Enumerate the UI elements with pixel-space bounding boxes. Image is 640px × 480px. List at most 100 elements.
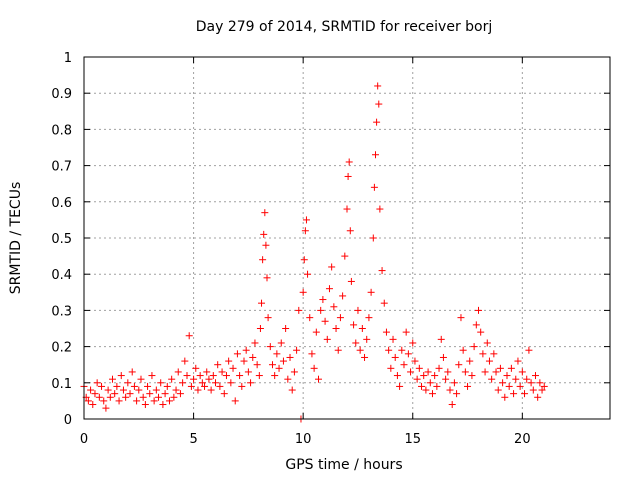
data-point: [323, 335, 331, 343]
data-point: [218, 368, 226, 376]
data-point: [431, 372, 439, 380]
x-tick-label: 20: [514, 432, 531, 447]
data-point: [214, 361, 222, 369]
data-point: [523, 375, 531, 383]
data-point: [163, 382, 171, 390]
data-point: [179, 379, 187, 387]
data-point: [391, 353, 399, 361]
data-point: [317, 306, 325, 314]
data-point: [115, 397, 123, 405]
data-point: [89, 401, 97, 409]
data-point: [279, 357, 287, 365]
data-point: [212, 379, 219, 387]
data-point: [461, 368, 469, 376]
x-tick-label: 5: [189, 432, 197, 447]
data-point: [102, 404, 110, 412]
data-point: [415, 364, 423, 372]
data-point: [282, 325, 290, 332]
data-point: [387, 364, 395, 372]
data-point: [492, 368, 500, 376]
data-point: [385, 346, 393, 354]
data-point: [187, 382, 195, 390]
data-point: [512, 375, 520, 383]
data-point: [207, 386, 215, 394]
data-point: [439, 353, 447, 361]
data-point: [201, 382, 209, 390]
data-point: [507, 364, 515, 372]
data-point: [260, 230, 268, 238]
data-point: [448, 401, 456, 409]
data-point: [488, 375, 496, 383]
data-point: [139, 393, 147, 401]
data-point: [106, 393, 114, 401]
data-point: [185, 332, 193, 340]
data-point: [330, 303, 338, 311]
data-point: [155, 393, 163, 401]
y-tick-label: 0.6: [51, 196, 72, 211]
data-point: [505, 382, 513, 390]
data-point: [315, 375, 323, 383]
axis-ticks: 0 5 10 15 20 0 0.1 0.2 0.3 0.4 0.5 0.6 0.7 0.8 0.9 1: [51, 51, 610, 447]
data-point: [527, 379, 535, 387]
data-point: [122, 393, 130, 401]
data-point: [472, 321, 480, 329]
data-point: [481, 368, 489, 376]
data-point: [400, 361, 408, 369]
data-point: [455, 361, 463, 369]
grid-lines: [84, 57, 610, 419]
data-point: [343, 205, 351, 213]
data-point: [404, 350, 412, 358]
data-point: [117, 372, 125, 380]
data-point: [299, 288, 307, 296]
data-point: [428, 390, 436, 398]
data-point: [490, 350, 498, 358]
data-point: [300, 256, 308, 264]
data-point: [95, 393, 103, 401]
data-point: [536, 379, 544, 387]
data-point: [396, 382, 404, 390]
data-point: [104, 386, 112, 394]
data-point: [336, 314, 344, 322]
data-point: [203, 368, 211, 376]
data-point: [288, 386, 296, 394]
data-point: [87, 386, 95, 394]
data-point: [510, 390, 518, 398]
data-point: [347, 277, 355, 285]
data-point: [176, 390, 184, 398]
data-point: [457, 314, 465, 322]
data-point: [253, 361, 261, 369]
data-point: [157, 379, 165, 387]
data-point: [247, 379, 255, 387]
data-point: [301, 227, 309, 235]
plot-frame: [83, 56, 611, 420]
data-point: [273, 350, 281, 358]
data-point: [238, 382, 246, 390]
data-point: [380, 299, 388, 307]
data-point: [433, 382, 441, 390]
data-point: [98, 382, 106, 390]
data-point: [538, 386, 546, 394]
data-point: [479, 350, 487, 358]
data-point: [190, 375, 198, 383]
data-point: [358, 325, 366, 332]
data-point: [334, 346, 342, 354]
data-point: [444, 368, 452, 376]
data-point: [150, 397, 158, 405]
data-point: [466, 357, 474, 365]
data-point: [308, 350, 316, 358]
y-tick-label: 0.1: [51, 377, 72, 392]
data-point: [376, 205, 384, 213]
data-point: [367, 288, 375, 296]
data-point: [521, 390, 529, 398]
data-point: [402, 328, 410, 336]
data-point: [266, 343, 274, 351]
data-point: [464, 382, 472, 390]
data-point: [375, 100, 383, 108]
data-point: [255, 372, 263, 380]
data-point: [369, 234, 377, 242]
data-point: [108, 375, 116, 383]
data-point: [485, 357, 493, 365]
data-point: [475, 306, 482, 314]
data-point: [137, 375, 145, 383]
